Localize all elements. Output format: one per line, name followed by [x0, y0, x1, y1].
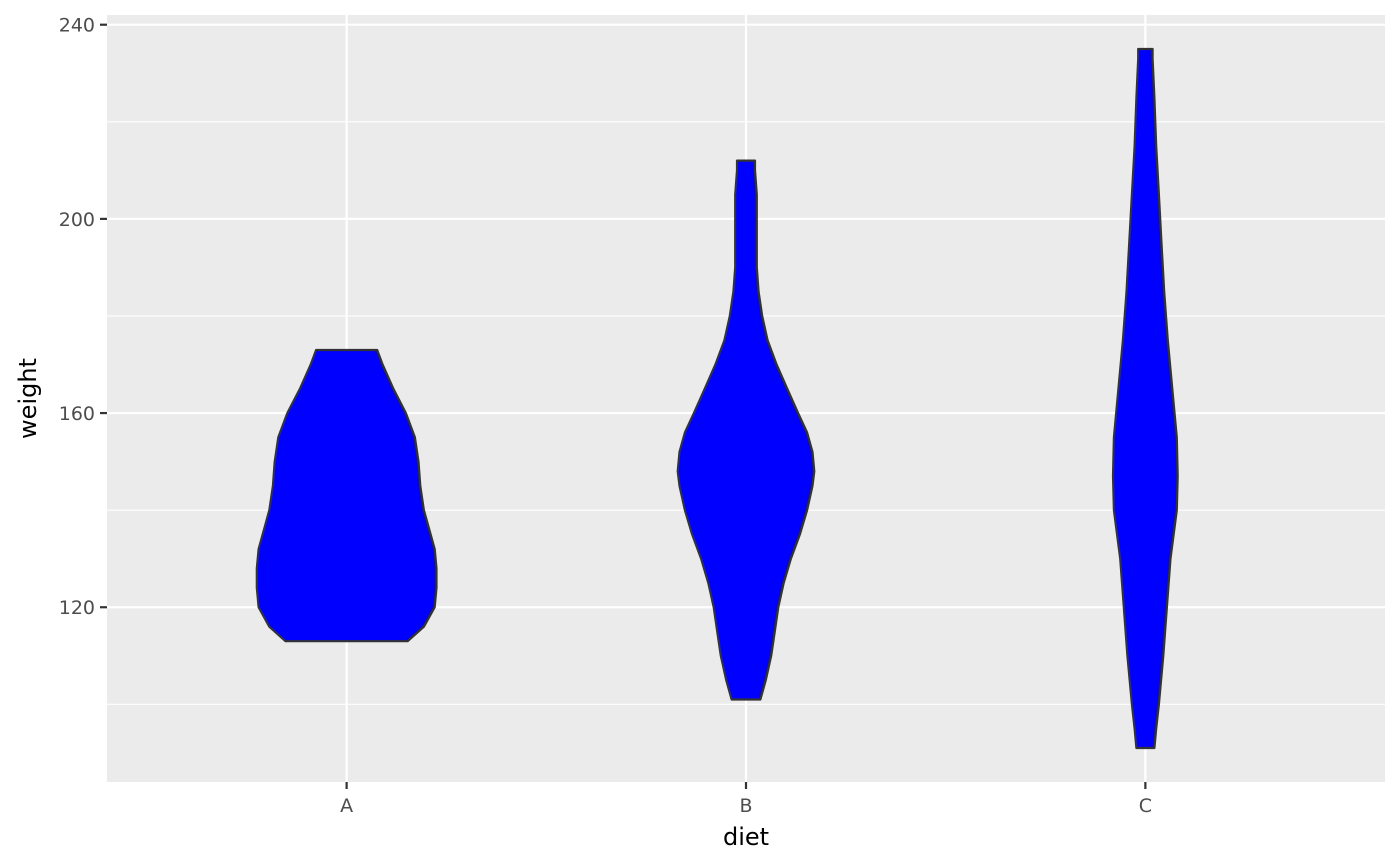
- y-tick-label: 200: [59, 209, 95, 231]
- y-axis: 120 160 200 240: [59, 15, 107, 619]
- y-tick-label: 160: [59, 403, 95, 425]
- violin-C: [1111, 47, 1179, 750]
- y-axis-title: weight: [14, 358, 42, 439]
- x-tick-label: B: [739, 795, 752, 817]
- violins: [255, 47, 1179, 750]
- violin-A: [255, 348, 438, 643]
- x-axis-title: diet: [723, 823, 769, 851]
- violin-B: [676, 159, 816, 701]
- y-tick-label: 240: [59, 15, 95, 37]
- x-tick-label: C: [1139, 795, 1152, 817]
- y-tick-label: 120: [59, 597, 95, 619]
- x-tick-label: A: [340, 795, 353, 817]
- x-axis: A B C: [340, 782, 1152, 817]
